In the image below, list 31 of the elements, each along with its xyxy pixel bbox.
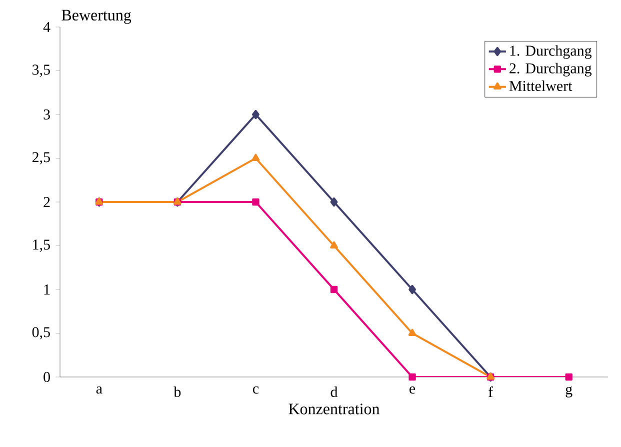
x-tick-label: e (410, 386, 416, 394)
point (330, 286, 338, 294)
y-tick-label: 3,5 (32, 64, 50, 77)
point (252, 198, 260, 206)
y-tick-label: 3 (44, 109, 50, 120)
y-tick-label: 4 (43, 22, 50, 32)
x-tick-label: f (488, 386, 494, 398)
point (408, 328, 416, 336)
legend-label: Mittelwert (509, 80, 572, 92)
x-tick-label: a (96, 386, 102, 394)
y-tick-label: 2 (44, 197, 50, 207)
point (252, 110, 260, 120)
y-axis-title: Bewertung (62, 10, 132, 24)
x-tick-label: c (252, 386, 259, 394)
point (565, 373, 572, 381)
x-tick-label: g (566, 386, 572, 398)
x-tick-label: d (330, 386, 338, 398)
point (330, 241, 338, 248)
point (252, 154, 260, 161)
point (408, 284, 416, 294)
y-tick-label: 2,5 (32, 152, 50, 164)
legend-label: 1. Durchgang (510, 45, 592, 59)
y-tick-label: 1 (44, 284, 50, 294)
x-tick-label: b (174, 386, 181, 398)
legend-label: 2. Durchgang (510, 62, 592, 76)
y-tick-label: 0 (44, 372, 50, 382)
point (330, 197, 338, 207)
y-tick-label: 0,5 (32, 327, 50, 340)
y-tick-label: 1,5 (33, 240, 50, 252)
x-axis-title: Konzentration (288, 404, 380, 414)
point (408, 373, 416, 381)
